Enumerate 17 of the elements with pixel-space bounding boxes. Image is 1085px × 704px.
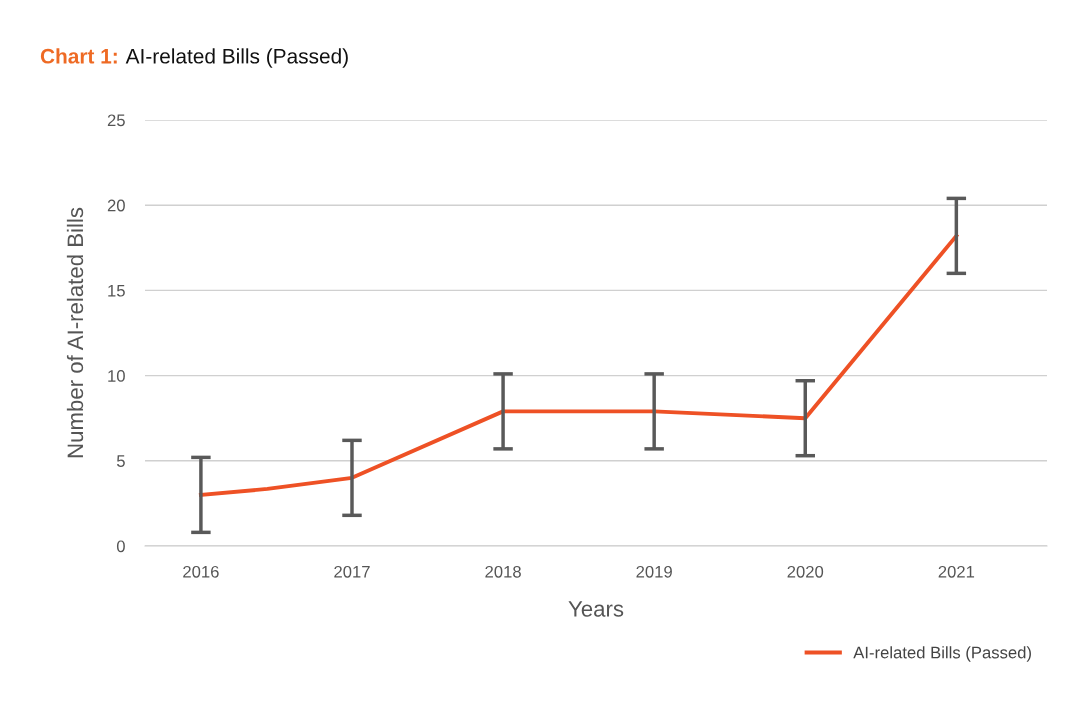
x-tick-label: 2017 [334, 565, 370, 578]
legend-label: AI-related Bills (Passed) [853, 646, 1031, 662]
y-axis-title: Number of AI-related Bills [66, 207, 84, 458]
chart-subtitle: AI-related Bills (Passed) [125, 48, 348, 68]
y-tick-label: 5 [116, 455, 125, 467]
x-axis-title: Years [568, 601, 624, 617]
x-tick-label: 2018 [485, 565, 521, 578]
x-tick-label: 2020 [787, 565, 824, 578]
x-tick-label: 2019 [636, 565, 672, 578]
x-tick-label: 2021 [938, 565, 975, 578]
y-tick-label: 25 [107, 114, 125, 127]
y-tick-label: 15 [108, 284, 125, 297]
x-tick-label: 2016 [183, 565, 219, 578]
chart-title: Chart 1: [40, 48, 117, 64]
y-tick-label: 20 [107, 199, 125, 212]
y-tick-label: 0 [116, 540, 125, 553]
y-tick-label: 10 [108, 370, 125, 382]
